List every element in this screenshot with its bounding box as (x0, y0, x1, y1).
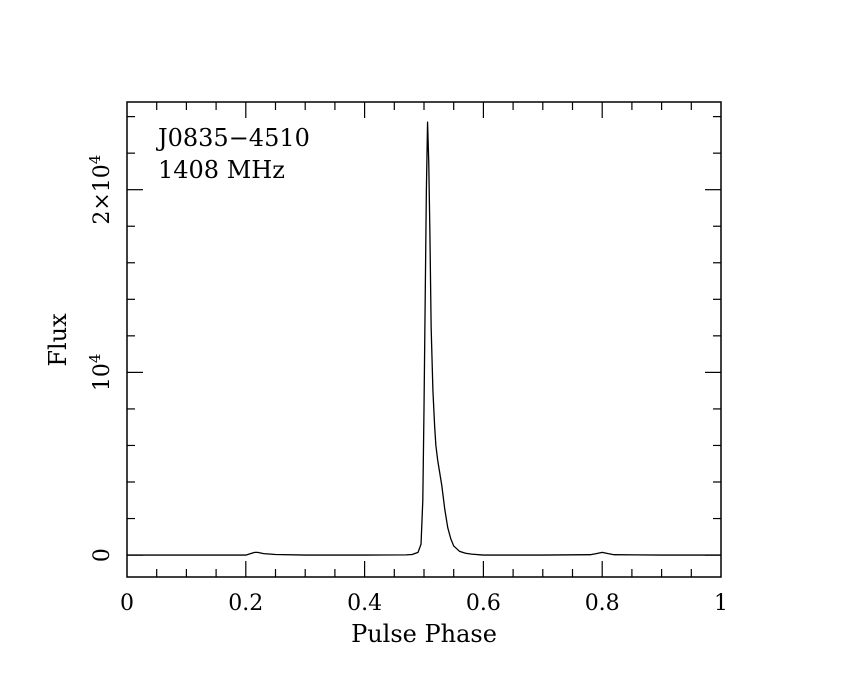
x-tick-label: 0.2 (228, 591, 263, 616)
x-tick-label: 0.6 (466, 591, 501, 616)
frequency-annotation: 1408 MHz (158, 156, 285, 184)
y-tick-label: 104 (86, 354, 115, 392)
x-tick-label: 0.4 (347, 591, 382, 616)
x-tick-labels: 0 0.2 0.4 0.6 0.8 1 (120, 591, 728, 616)
y-tick-label: 2×104 (86, 155, 115, 225)
y-tick-label: 0 (90, 548, 115, 562)
axis-ticks (127, 102, 721, 577)
pulsar-name-annotation: J0835−4510 (155, 124, 310, 152)
pulse-profile-line (127, 121, 721, 556)
y-tick-labels: 0 104 2×104 (86, 155, 115, 562)
x-tick-label: 0.8 (585, 591, 620, 616)
y-axis-label: Flux (44, 313, 72, 367)
x-tick-label: 1 (714, 591, 728, 616)
x-tick-label: 0 (120, 591, 134, 616)
x-axis-label: Pulse Phase (351, 620, 497, 648)
